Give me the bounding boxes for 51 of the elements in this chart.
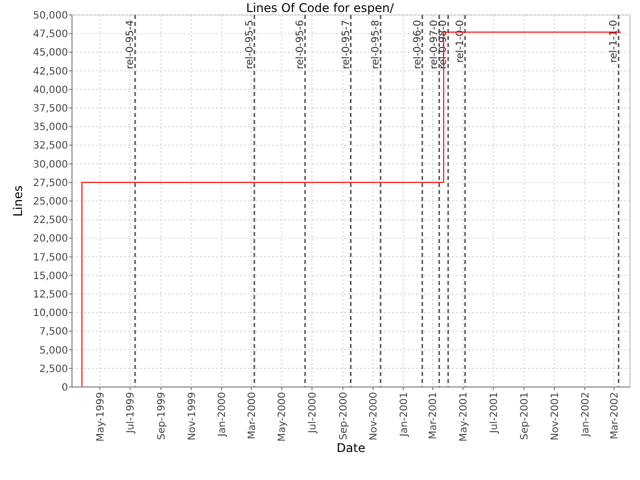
x-tick-label: Jan-2000 [217,392,228,438]
y-tick-label: 40,000 [33,84,68,96]
y-tick-label: 22,500 [33,215,68,226]
y-tick-label: 5,000 [39,345,68,356]
ref-line-label: rel-0-96-0 [412,20,424,70]
y-tick-label: 37,500 [33,104,68,114]
ref-line-label: rel-0-95-6 [295,20,306,70]
x-tick-label: Mar-2002 [610,392,621,440]
y-tick-label: 27,500 [33,178,68,189]
y-tick-label: 32,500 [33,140,68,152]
x-tick-label: Nov-1999 [186,392,198,440]
x-tick-label: Jan-2002 [580,392,592,438]
ref-line-label: rel-0-98-0 [438,20,450,70]
ref-line-label: rel-1-1-0 [608,20,620,63]
ref-line-label: rel-0-95-5 [244,20,256,70]
x-tick-label: May-2001 [458,392,470,442]
y-tick-label: 47,500 [33,29,68,40]
y-tick-label: 42,500 [33,66,68,78]
x-tick-label: Jan-2001 [398,392,410,438]
x-tick-label: May-2000 [277,392,288,442]
y-tick-label: 7,500 [39,326,68,338]
x-tick-label: Jul-2000 [307,392,318,434]
chart-title: Lines Of Code for espen/ [246,1,395,15]
y-tick-label: 10,000 [33,308,68,320]
ref-line-label: rel-1-0-0 [455,20,466,63]
y-axis-title: Lines [11,185,25,217]
x-tick-label: Nov-2001 [550,392,561,440]
y-tick-label: 2,500 [39,364,68,375]
x-tick-label: Mar-2000 [246,392,258,440]
x-tick-label: Jul-1999 [126,392,137,434]
x-tick-label: Sep-1999 [156,392,168,440]
ref-line-label: rel-0-95-7 [340,20,352,70]
y-tick-label: 35,000 [33,122,68,134]
x-tick-label: Jul-2001 [488,392,500,434]
y-tick-label: 25,000 [33,196,68,208]
y-tick-label: 17,500 [33,252,68,264]
y-tick-label: 45,000 [33,48,68,59]
ref-line-label: rel-0-95-8 [370,20,382,70]
x-tick-label: Nov-2000 [368,392,380,440]
y-tick-label: 15,000 [33,270,68,282]
x-tick-label: Sep-2000 [338,392,350,440]
x-tick-label: May-1999 [95,392,106,442]
y-tick-label: 30,000 [33,159,68,170]
y-tick-label: 50,000 [33,10,68,22]
y-tick-label: 12,500 [33,290,68,300]
x-axis-title: Date [336,441,366,455]
x-tick-label: Mar-2001 [428,392,440,440]
y-tick-label: 20,000 [33,234,68,245]
x-tick-label: Sep-2001 [520,392,531,440]
y-tick-label: 0 [62,382,68,394]
ref-line-label: rel-0-95-4 [125,20,136,70]
